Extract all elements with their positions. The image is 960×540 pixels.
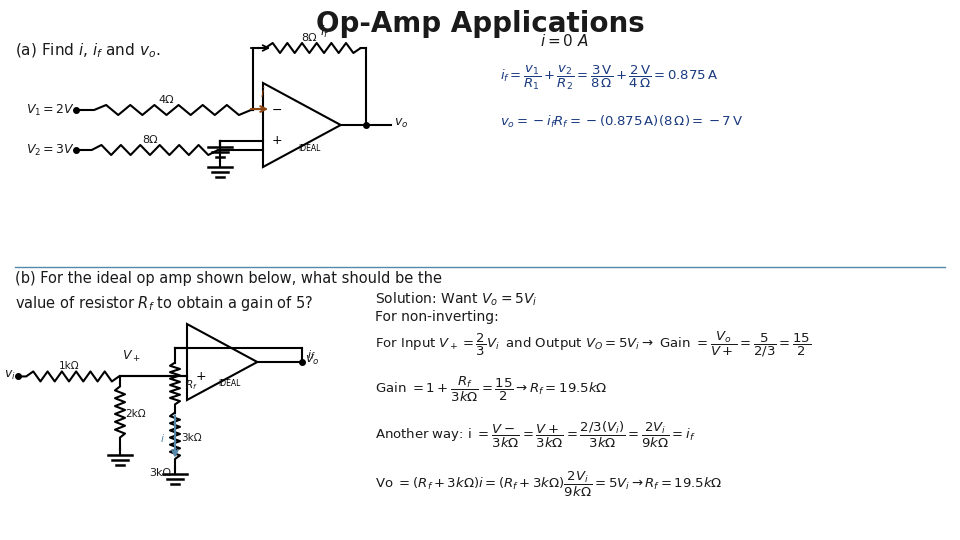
Text: 3kΩ: 3kΩ <box>149 468 171 477</box>
Text: Solution: Want $V_o = 5V_i$: Solution: Want $V_o = 5V_i$ <box>375 291 538 308</box>
Text: For Input $V_+ = \dfrac{2}{3}V_i\;$ and Output $V_O = 5V_i \rightarrow$ Gain $= : For Input $V_+ = \dfrac{2}{3}V_i\;$ and … <box>375 330 811 359</box>
Text: IDEAL: IDEAL <box>218 379 240 388</box>
Text: $v_o = -i_f R_f = -(0.875\,\mathrm{A})(8\,\Omega) = -7\,\mathrm{V}$: $v_o = -i_f R_f = -(0.875\,\mathrm{A})(8… <box>500 114 743 130</box>
Text: Op-Amp Applications: Op-Amp Applications <box>316 10 644 38</box>
Text: $v_o$: $v_o$ <box>305 354 320 367</box>
Text: 2kΩ: 2kΩ <box>126 409 146 419</box>
Text: 1kΩ: 1kΩ <box>59 361 80 372</box>
Text: $R_f$: $R_f$ <box>184 378 198 392</box>
Text: 8Ω: 8Ω <box>142 135 157 145</box>
Text: $i_f$: $i_f$ <box>320 24 329 40</box>
Text: 8Ω: 8Ω <box>301 33 317 43</box>
Text: IDEAL: IDEAL <box>298 144 321 153</box>
Text: $i_f = \dfrac{v_1}{R_1} + \dfrac{v_2}{R_2} = \dfrac{3\,\mathrm{V}}{8\,\Omega} + : $i_f = \dfrac{v_1}{R_1} + \dfrac{v_2}{R_… <box>500 64 718 92</box>
Text: $i$: $i$ <box>160 431 165 443</box>
Text: 4Ω: 4Ω <box>158 95 175 105</box>
Text: $V_2=3V$: $V_2=3V$ <box>26 143 75 158</box>
Text: Gain $= 1 + \dfrac{R_f}{3k\Omega} = \dfrac{15}{2} \rightarrow R_f = 19.5k\Omega$: Gain $= 1 + \dfrac{R_f}{3k\Omega} = \dfr… <box>375 375 608 404</box>
Text: $v_i$: $v_i$ <box>4 369 16 382</box>
Text: $+$: $+$ <box>271 134 282 147</box>
Text: (b) For the ideal op amp shown below, what should be the
value of resistor $R_f$: (b) For the ideal op amp shown below, wh… <box>15 271 442 313</box>
Text: $V_+$: $V_+$ <box>122 349 140 364</box>
Text: $v_o$: $v_o$ <box>394 117 408 130</box>
Text: Vo $= (R_f + 3k\Omega)i = (R_f + 3k\Omega)\dfrac{2V_i}{9k\Omega} = 5V_i \rightar: Vo $= (R_f + 3k\Omega)i = (R_f + 3k\Omeg… <box>375 470 723 499</box>
Text: $i = 0$ A: $i = 0$ A <box>540 33 588 49</box>
Text: $i_f$: $i_f$ <box>307 348 316 362</box>
Text: $-$: $-$ <box>195 341 206 354</box>
Text: $i$: $i$ <box>260 86 266 100</box>
Text: (a) Find $i$, $i_f$ and $v_o$.: (a) Find $i$, $i_f$ and $v_o$. <box>15 42 160 60</box>
Text: Another way: i $= \dfrac{V-}{3k\Omega} = \dfrac{V+}{3k\Omega} = \dfrac{2/3(V_i)}: Another way: i $= \dfrac{V-}{3k\Omega} =… <box>375 420 696 450</box>
Text: $-$: $-$ <box>271 103 282 116</box>
Text: $V_1=2V$: $V_1=2V$ <box>26 103 75 118</box>
Text: For non-inverting:: For non-inverting: <box>375 310 499 324</box>
Text: $+$: $+$ <box>195 370 206 383</box>
Text: 3kΩ: 3kΩ <box>180 433 202 443</box>
